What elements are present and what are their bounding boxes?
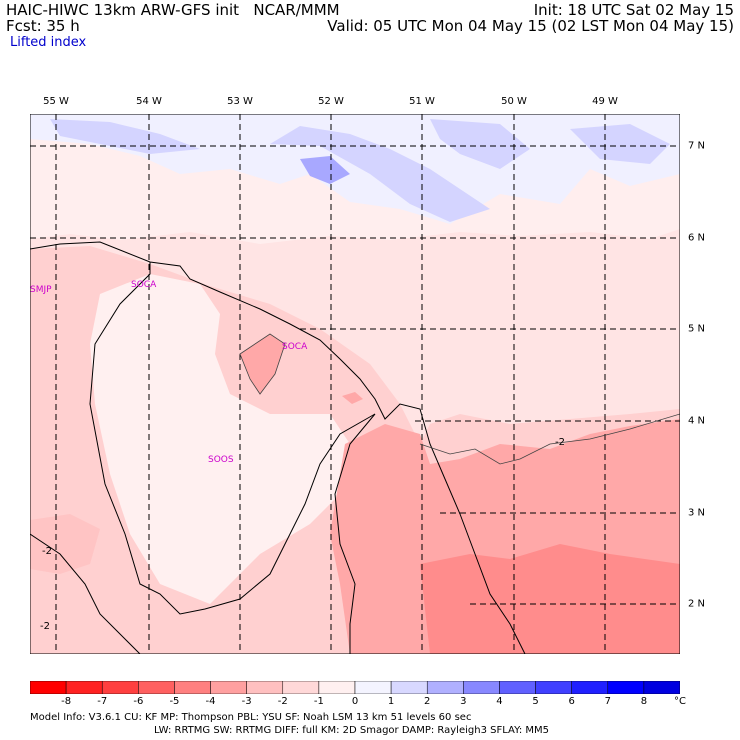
colorbar-unit: °C	[674, 696, 686, 707]
lon-label-54w: 54 W	[136, 96, 162, 107]
lat-label-4n: 4 N	[688, 415, 706, 427]
model-source: NCAR/MMM	[253, 1, 340, 19]
coastline	[30, 241, 526, 654]
colorbar-tick-label: 0	[351, 696, 359, 707]
colorbar-tick-label: -3	[241, 696, 252, 707]
positive-band-2d	[570, 124, 670, 164]
lon-label-53w: 53 W	[227, 96, 253, 107]
contour-label-2: -2	[42, 546, 52, 557]
colorbar-swatch	[463, 681, 500, 694]
colorbar-swatch	[607, 681, 645, 694]
colorbar-swatch	[282, 681, 320, 694]
lat-label-3n: 3 N	[688, 507, 706, 519]
graticule	[30, 114, 680, 654]
station-soos: SOOS	[208, 455, 234, 465]
lon-label-55w: 55 W	[43, 96, 69, 107]
colorbar-tick-label: 4	[496, 696, 503, 707]
positive-band-2c	[430, 119, 530, 169]
colorbar-swatch	[571, 681, 609, 694]
minus-two-west-patch	[30, 514, 100, 574]
guyana-border	[30, 533, 141, 654]
colorbar-tick-label: 1	[387, 696, 395, 707]
init-time: Init: 18 UTC Sat 02 May 15	[533, 1, 734, 19]
lon-label-49w: 49 W	[592, 96, 618, 107]
minus-three-region	[420, 544, 680, 654]
colorbar-tick-label: 3	[460, 696, 467, 707]
colorbar-tick-label: -2	[277, 696, 288, 707]
colorbar-tick-label: -6	[133, 696, 144, 707]
forecast-hour: Fcst: 35 h	[6, 17, 80, 35]
colorbar-swatch	[138, 681, 175, 694]
colorbar-swatch	[318, 681, 356, 694]
lat-label-6n: 6 N	[688, 232, 706, 244]
footer-physics: LW: RRTMG SW: RRTMG DIFF: full KM: 2D Sm…	[154, 725, 550, 736]
station-socm: SOCA	[131, 280, 157, 290]
lon-label-52w: 52 W	[318, 96, 344, 107]
colorbar-tick-label: 5	[532, 696, 539, 707]
lifted-index-map: SMJP SOCA SOCA SOOS -2 -2 -2	[30, 114, 680, 654]
colorbar-swatch	[101, 681, 139, 694]
station-soca: SOCA	[282, 342, 308, 352]
colorbar-swatch	[390, 681, 428, 694]
colorbar-swatch	[210, 681, 247, 694]
valid-time: Valid: 05 UTC Mon 04 May 15 (02 LST Mon …	[327, 17, 734, 35]
colorbar-tick-label: 2	[424, 696, 431, 707]
colorbar-swatch	[174, 681, 211, 694]
coastline-borders	[30, 241, 526, 654]
colorbar-tick-label: -7	[97, 696, 108, 707]
colorbar-swatch	[643, 681, 680, 694]
colorbar-swatch	[65, 681, 103, 694]
colorbar-tick-label: -1	[313, 696, 324, 707]
field-name: Lifted index	[10, 35, 87, 50]
colorbar-tick-label: -4	[205, 696, 216, 707]
colorbar-swatch	[354, 681, 392, 694]
suriname-border	[89, 262, 376, 615]
colorbar-tick-label: -8	[61, 696, 72, 707]
colorbar	[30, 681, 680, 694]
colorbar-tick-label: 7	[604, 696, 611, 707]
colorbar-tick-label: 8	[640, 696, 648, 707]
station-smjp: SMJP	[30, 285, 52, 295]
model-name: HAIC-HIWC 13km ARW-GFS init	[6, 1, 240, 19]
colorbar-tick-label: -5	[169, 696, 180, 707]
colorbar-swatch	[246, 681, 284, 694]
contour-minus-two	[239, 333, 680, 465]
positive-band-2	[270, 126, 490, 222]
lon-label-50w: 50 W	[501, 96, 527, 107]
lon-label-51w: 51 W	[409, 96, 435, 107]
lat-label-2n: 2 N	[688, 598, 706, 610]
footer-model-info: Model Info: V3.6.1 CU: KF MP: Thompson P…	[30, 712, 472, 723]
positive-band-3	[300, 156, 350, 184]
minus-two-patch-small	[342, 392, 363, 404]
colorbar-swatch	[499, 681, 536, 694]
colorbar-tick-label: 6	[568, 696, 575, 707]
lat-label-5n: 5 N	[688, 323, 706, 335]
colorbar-swatch	[30, 681, 67, 694]
interior-weak-region	[90, 274, 350, 604]
contour-label-1: -2	[555, 437, 565, 448]
positive-band-2b	[50, 119, 200, 154]
contour-label-3: -2	[40, 621, 50, 632]
model-title: HAIC-HIWC 13km ARW-GFS init NCAR/MMM	[6, 2, 340, 18]
colorbar-swatch	[426, 681, 464, 694]
colorbar-swatch	[535, 681, 572, 694]
minus-two-patch	[240, 334, 285, 394]
french-guiana-border	[334, 413, 376, 654]
lat-label-7n: 7 N	[688, 140, 706, 152]
